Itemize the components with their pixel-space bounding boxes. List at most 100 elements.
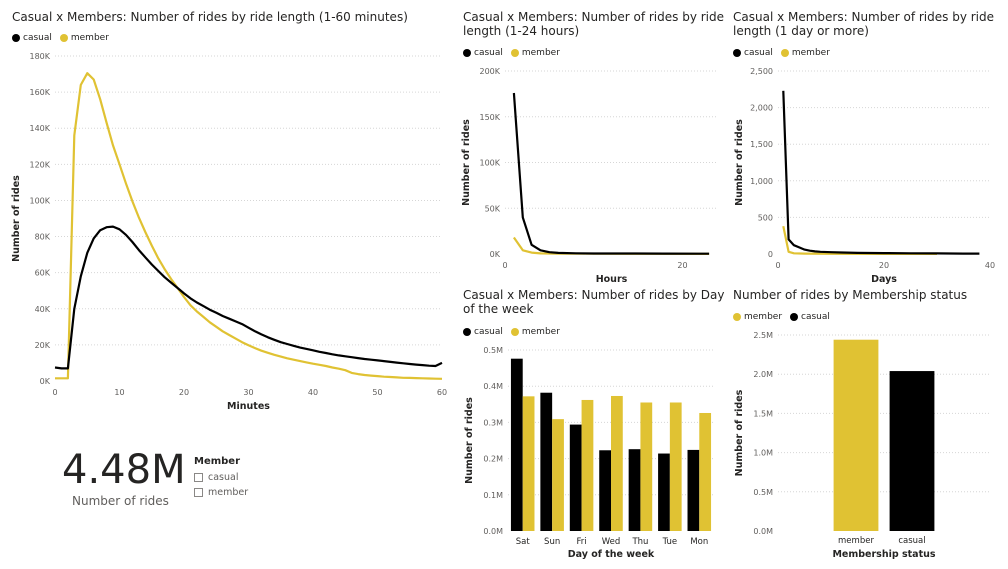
weekday-bar-casual <box>510 358 523 531</box>
legend-label-member: member <box>744 312 783 322</box>
chart-title-hours: Casual x Members: Number of rides by rid… <box>463 10 725 38</box>
legend-label-casual: casual <box>744 48 773 58</box>
legend-label-casual: casual <box>801 312 830 322</box>
minutes-y-tick-label: 0K <box>40 377 51 386</box>
legend-item-casual[interactable]: casual <box>733 48 773 58</box>
legend-days: casual member <box>733 48 834 58</box>
membership-y-axis-label: Number of rides <box>734 389 745 476</box>
hours-y-tick-label: 50K <box>485 204 501 213</box>
weekday-bar-casual <box>540 392 553 531</box>
weekday-x-tick-label: Wed <box>602 537 621 547</box>
days-y-axis-label: Number of rides <box>734 119 745 206</box>
minutes-y-tick-label: 20K <box>35 341 51 350</box>
minutes-x-tick-label: 60 <box>437 388 447 397</box>
legend-minutes: casual member <box>12 33 113 43</box>
minutes-y-tick-label: 100K <box>29 196 50 205</box>
days-y-tick-label: 500 <box>758 213 773 222</box>
slicer-option-label: casual <box>208 472 239 483</box>
weekday-y-tick-label: 0.0M <box>483 527 503 536</box>
checkbox-icon[interactable] <box>194 473 203 482</box>
minutes-series-line-casual <box>54 225 443 370</box>
legend-item-casual[interactable]: casual <box>463 48 503 58</box>
hours-y-tick-label: 150K <box>479 113 500 122</box>
hours-y-tick-label: 0K <box>490 250 501 259</box>
days-y-tick-label: 1,500 <box>750 140 773 149</box>
casual-dot-icon <box>12 34 20 42</box>
legend-item-member[interactable]: member <box>510 48 560 58</box>
legend-item-casual[interactable]: casual <box>463 327 503 337</box>
weekday-x-tick-label: Thu <box>631 537 648 547</box>
membership-x-axis-label: Membership status <box>832 549 935 560</box>
legend-item-member[interactable]: member <box>733 312 782 322</box>
casual-dot-icon <box>790 313 799 321</box>
minutes-y-tick-label: 60K <box>35 269 51 278</box>
minutes-y-tick-label: 160K <box>29 88 50 97</box>
days-x-tick-label: 40 <box>985 261 995 270</box>
weekday-x-axis-label: Day of the week <box>568 549 655 560</box>
member-dot-icon <box>510 49 519 57</box>
membership-bar-member <box>833 339 879 531</box>
weekday-bar-member <box>640 402 653 531</box>
minutes-y-tick-label: 120K <box>29 160 50 169</box>
member-dot-icon <box>780 49 789 57</box>
weekday-y-tick-label: 0.5M <box>483 346 503 355</box>
minutes-y-tick-label: 140K <box>29 124 50 133</box>
legend-item-member[interactable]: member <box>59 33 109 43</box>
days-y-tick-label: 0 <box>768 250 773 259</box>
days-x-tick-label: 0 <box>775 261 780 270</box>
hours-y-axis-label: Number of rides <box>461 119 472 206</box>
slicer-option-casual[interactable]: casual <box>194 472 238 483</box>
legend-hours: casual member <box>463 48 564 58</box>
legend-weekday: casual member <box>463 327 564 337</box>
weekday-x-tick-label: Mon <box>690 537 708 547</box>
chart-title-weekday: Casual x Members: Number of rides by Day… <box>463 288 725 316</box>
days-y-tick-label: 2,000 <box>750 104 773 113</box>
minutes-x-tick-label: 20 <box>179 388 189 397</box>
membership-y-tick-label: 2.0M <box>753 370 773 379</box>
days-y-tick-label: 1,000 <box>750 177 773 186</box>
legend-label-casual: casual <box>23 33 52 43</box>
legend-item-member[interactable]: member <box>510 327 560 337</box>
days-x-tick-label: 20 <box>879 261 889 270</box>
days-series-line-casual <box>782 90 980 255</box>
membership-y-tick-label: 0.0M <box>753 527 773 536</box>
hours-x-tick-label: 0 <box>502 261 507 270</box>
checkbox-icon[interactable] <box>194 488 203 497</box>
kpi-card-value: 4.48M <box>62 447 186 493</box>
legend-item-casual[interactable]: casual <box>790 312 830 322</box>
casual-dot-icon <box>733 49 741 57</box>
minutes-x-tick-label: 50 <box>372 388 382 397</box>
membership-x-tick-label: member <box>838 536 874 546</box>
legend-item-casual[interactable]: casual <box>12 33 52 43</box>
legend-label-member: member <box>791 48 830 58</box>
weekday-bar-casual <box>658 453 670 531</box>
weekday-bar-member <box>669 402 682 531</box>
minutes-x-axis-label: Minutes <box>227 401 270 412</box>
membership-y-tick-label: 2.5M <box>753 331 773 340</box>
legend-membership: member casual <box>733 312 834 322</box>
minutes-x-tick-label: 30 <box>243 388 253 397</box>
weekday-y-tick-label: 0.1M <box>483 491 503 500</box>
slicer-option-member[interactable]: member <box>194 487 248 498</box>
weekday-x-tick-label: Tue <box>662 537 678 547</box>
casual-dot-icon <box>463 328 471 336</box>
slicer-title: Member <box>194 456 241 467</box>
hours-y-tick-label: 100K <box>479 159 500 168</box>
days-y-tick-label: 2,500 <box>750 67 773 76</box>
weekday-bar-member <box>552 419 564 531</box>
member-dot-icon <box>733 313 741 321</box>
legend-label-casual: casual <box>474 48 503 58</box>
membership-y-tick-label: 1.5M <box>753 409 773 418</box>
minutes-x-tick-label: 0 <box>52 388 57 397</box>
legend-label-member: member <box>70 33 109 43</box>
weekday-x-tick-label: Sat <box>516 537 531 547</box>
days-x-axis-label: Days <box>871 274 897 285</box>
legend-label-member: member <box>521 48 560 58</box>
chart-title-days: Casual x Members: Number of rides by rid… <box>733 10 995 38</box>
legend-item-member[interactable]: member <box>780 48 830 58</box>
legend-label-member: member <box>521 327 560 337</box>
hours-x-axis-label: Hours <box>596 274 628 285</box>
casual-dot-icon <box>463 49 471 57</box>
minutes-y-tick-label: 40K <box>35 305 51 314</box>
